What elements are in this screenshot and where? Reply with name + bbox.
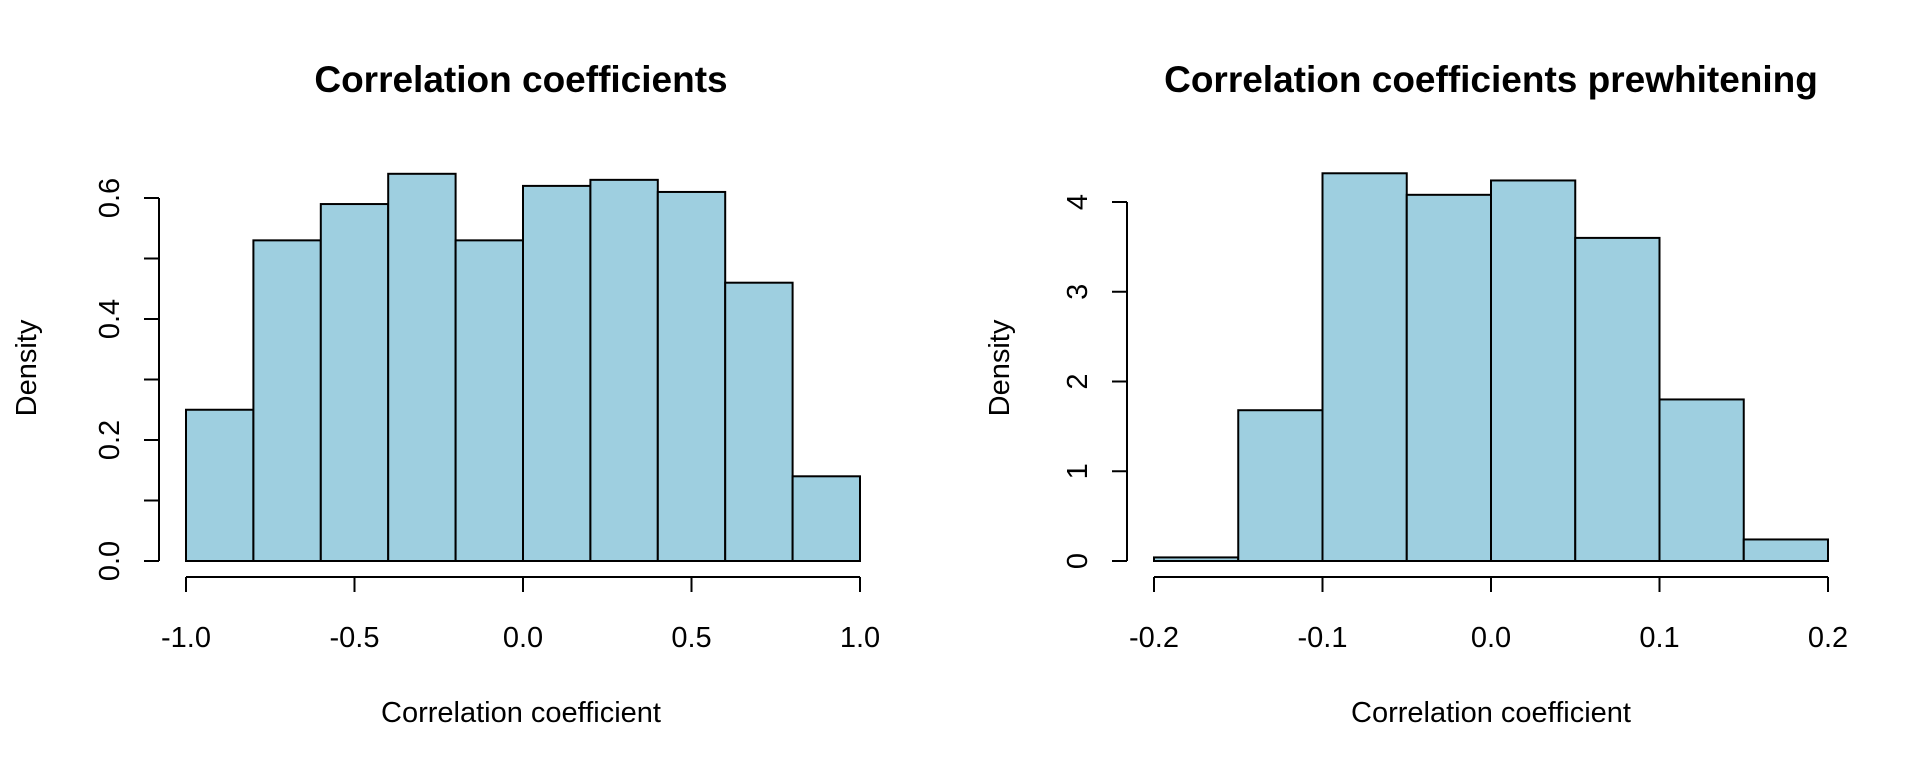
x-axis-label: Correlation coefficient [1351,697,1631,729]
x-tick-label: 0.0 [1471,622,1511,654]
y-axis-label: Density [984,319,1016,416]
bars [185,172,861,563]
x-axis: -1.0 -0.5 0.0 0.5 1.0 [161,576,880,654]
histogram-bar [454,239,525,562]
bars [1153,172,1829,563]
y-tick-label: 4 [1062,194,1094,210]
histogram-bar [656,190,727,562]
y-tick-label: 0.2 [94,420,126,460]
x-tick-label: 0.0 [503,622,543,654]
histogram-bar [1321,172,1408,562]
chart-title: Correlation coefficients [314,59,727,100]
x-axis: -0.2 -0.1 0.0 0.1 0.2 [1129,576,1848,654]
histogram-bar [1742,538,1829,563]
x-tick-label: -0.2 [1129,622,1179,654]
x-tick-label: -0.1 [1298,622,1348,654]
histogram-bar [1153,556,1240,562]
y-tick-label: 2 [1062,373,1094,389]
histogram-bar [252,239,322,562]
histogram-correlation-coefficients: Correlation coefficients Correlation coe… [11,59,880,729]
y-tick-label: 0 [1062,553,1094,569]
y-tick-label: 3 [1062,284,1094,300]
x-tick-label: -1.0 [161,622,211,654]
y-tick-label: 0.0 [94,541,126,581]
histogram-bar [1490,179,1577,563]
y-axis-label: Density [11,319,43,416]
histogram-bar [724,281,794,562]
y-axis: 0 1 2 3 4 [1062,194,1128,569]
x-tick-label: 0.5 [671,622,711,654]
y-tick-label: 0.6 [94,178,126,218]
histogram-bar [1237,409,1324,562]
histogram-bar [185,408,255,562]
x-tick-label: 1.0 [840,622,880,654]
y-axis: 0.0 0.2 0.4 0.6 [94,178,160,581]
histogram-bar [1574,236,1661,562]
chart-title: Correlation coefficients prewhitening [1164,59,1818,100]
x-tick-label: -0.5 [330,622,380,654]
histogram-bar [522,184,592,562]
histogram-bar [791,475,861,562]
y-tick-label: 0.4 [94,299,126,339]
y-tick-label: 1 [1062,463,1094,479]
x-tick-label: 0.2 [1808,622,1848,654]
histogram-bar [387,172,457,563]
x-axis-label: Correlation coefficient [381,697,661,729]
histogram-bar [1405,193,1492,562]
histogram-correlation-coefficients-prewhitening: Correlation coefficients prewhitening Co… [984,59,1848,729]
x-tick-label: 0.1 [1639,622,1679,654]
histogram-bar [1658,398,1745,563]
histogram-bar [589,178,659,562]
histogram-bar [319,203,390,563]
